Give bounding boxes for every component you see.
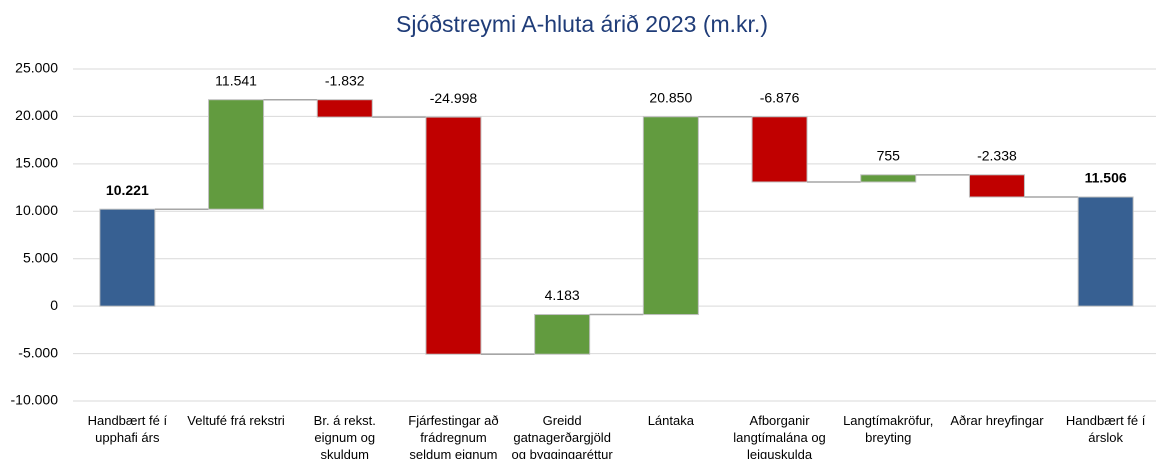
y-tick-label: 10.000 [15, 202, 58, 218]
bar [534, 314, 591, 355]
data-label: -1.832 [325, 72, 365, 88]
bar [968, 174, 1025, 198]
x-tick-label: Greidd gatnagerðargjöld og byggingaréttu… [511, 413, 613, 459]
data-label: 11.541 [215, 72, 257, 88]
x-tick-label: Veltufé frá rekstri [187, 413, 285, 428]
y-tick-label: 20.000 [15, 107, 58, 123]
data-label: -24.998 [430, 90, 478, 106]
bar [751, 116, 808, 183]
bar [642, 116, 699, 316]
data-label: -6.876 [760, 89, 800, 105]
data-label: 20.850 [649, 89, 692, 105]
x-tick-label: Br. á rekst. eignum og skuldum [313, 413, 376, 459]
data-label: 11.506 [1085, 170, 1127, 186]
data-label: 10.221 [106, 182, 149, 198]
bar [425, 116, 482, 355]
x-tick-label: Handbært fé í árslok [1065, 413, 1146, 445]
data-label: 4.183 [545, 287, 580, 303]
x-tick-label: Fjárfestingar að frádregnum seldum eignu… [408, 413, 499, 459]
chart-title: Sjóðstreymi A-hluta árið 2023 (m.kr.) [396, 11, 768, 37]
y-tick-label: 5.000 [23, 249, 58, 265]
y-tick-label: 0 [50, 297, 58, 313]
bar [1077, 196, 1134, 307]
bar [860, 174, 917, 183]
data-label: -2.338 [977, 148, 1017, 164]
x-tick-label: Lántaka [647, 413, 694, 428]
y-tick-label: -10.000 [11, 392, 59, 408]
x-tick-label: Langtímakröfur, breyting [843, 413, 934, 445]
data-label: 755 [877, 148, 901, 164]
y-tick-label: 15.000 [15, 155, 58, 171]
bar [208, 99, 265, 210]
x-tick-label: Handbært fé í upphafi árs [87, 413, 168, 445]
x-tick-label: Afborganir langtímalána og leiguskulda [733, 413, 826, 459]
bar [316, 99, 373, 118]
x-tick-label: Aðrar hreyfingar [950, 413, 1044, 428]
y-tick-label: 25.000 [15, 60, 58, 76]
bar [99, 208, 156, 307]
y-tick-label: -5.000 [18, 344, 58, 360]
